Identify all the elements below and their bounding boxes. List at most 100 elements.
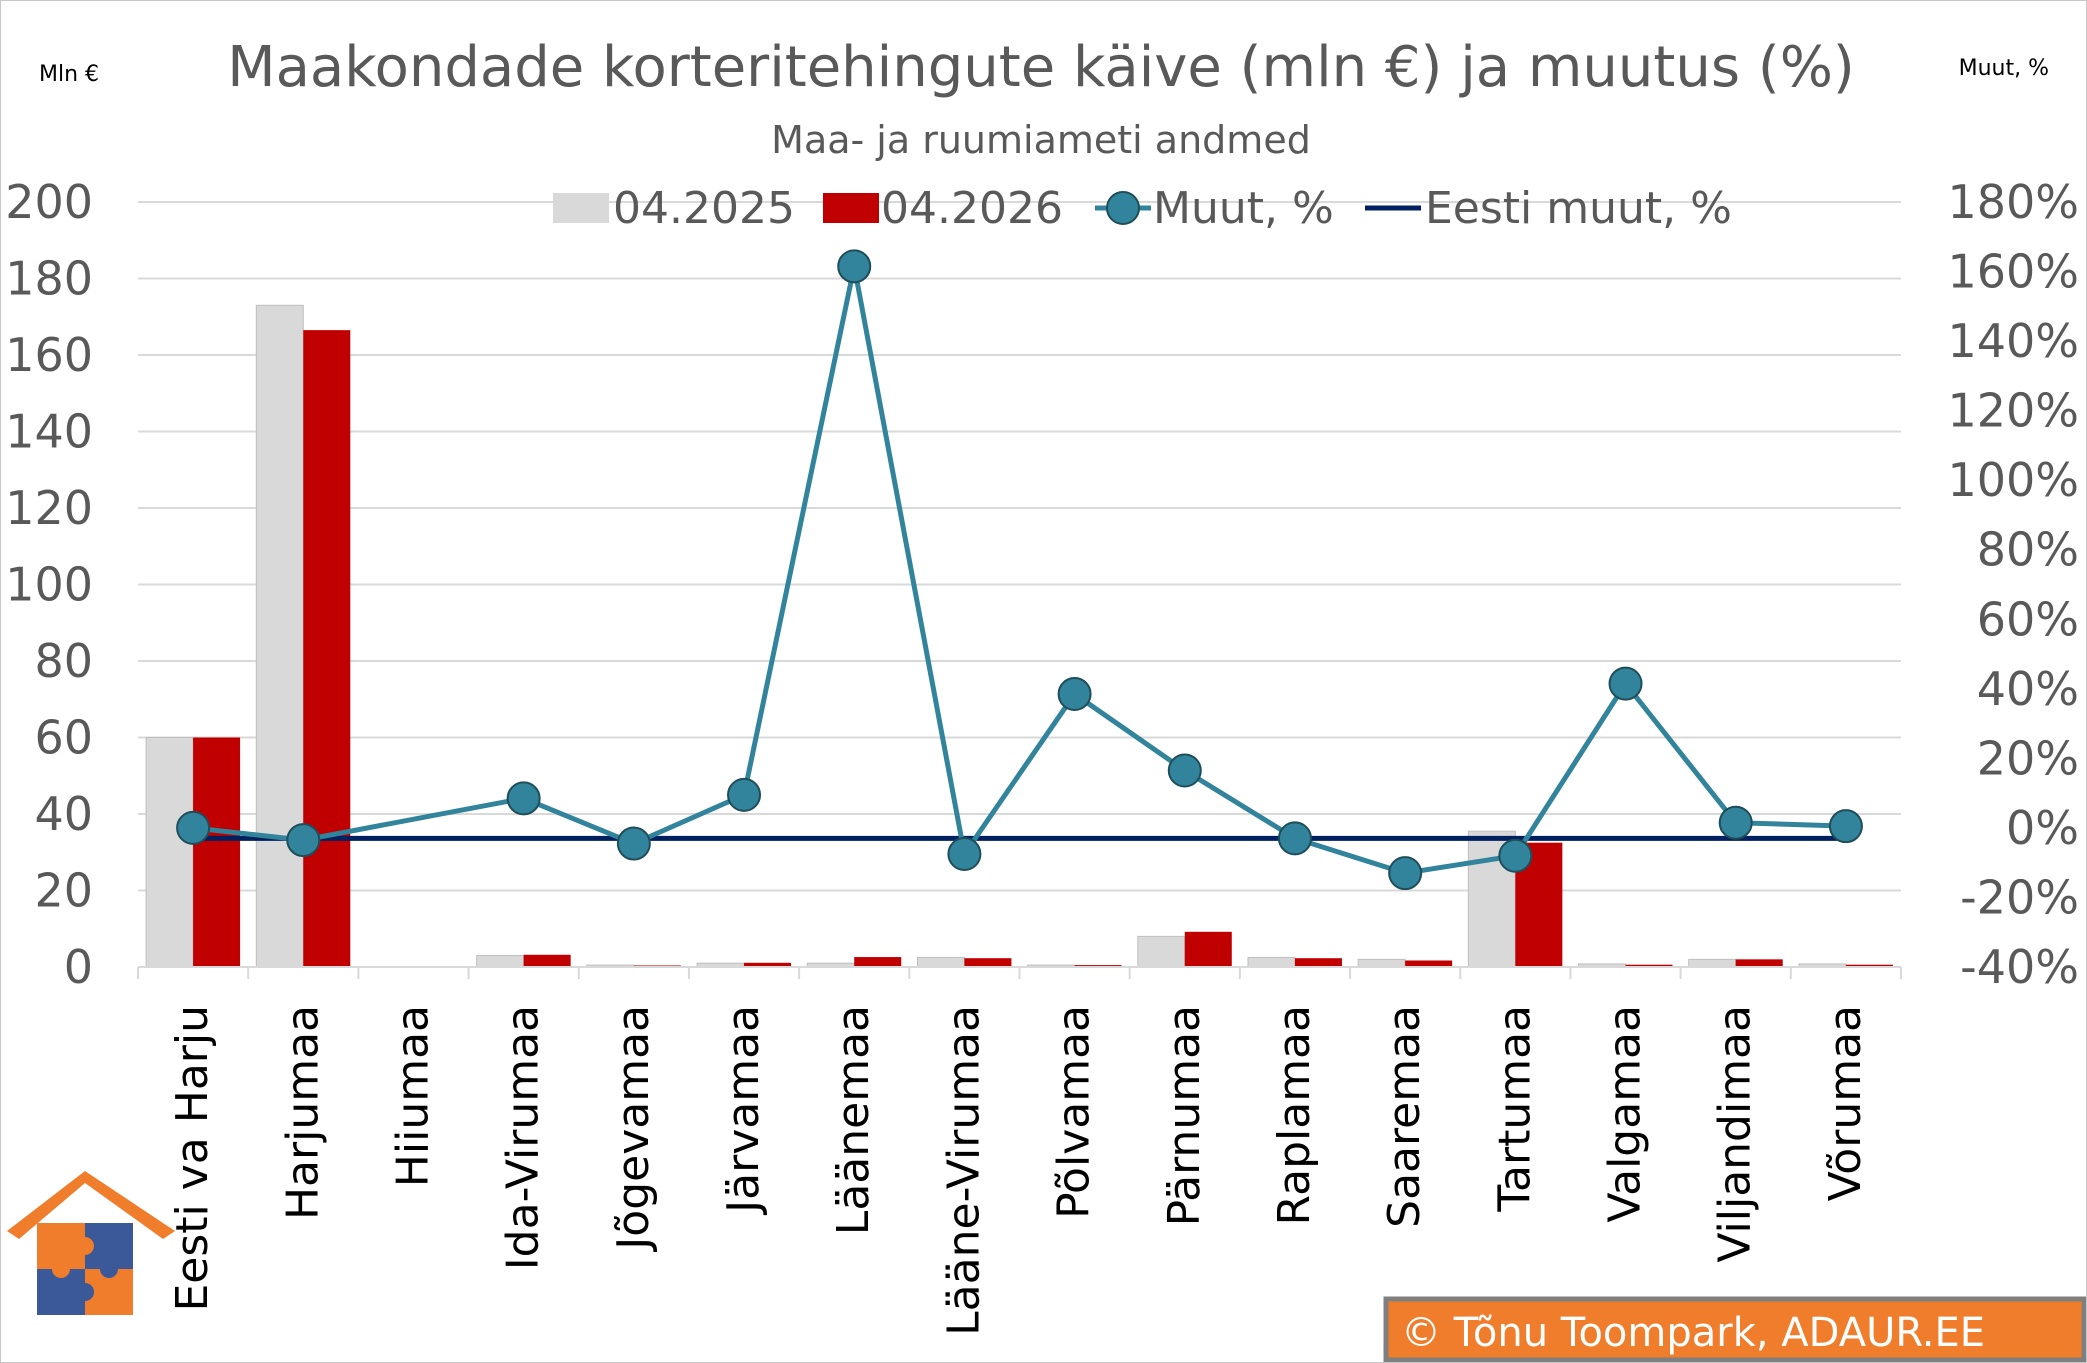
bar-04-2026: [854, 957, 902, 967]
right-tick-label: 100%: [1947, 453, 2079, 507]
bar-04-2026: [964, 958, 1012, 967]
right-tick-label: -40%: [1960, 940, 2079, 994]
credit-box: © Tõnu Toompark, ADAUR.EE: [1383, 1296, 2086, 1362]
category-label: Eesti va Harju: [167, 1005, 218, 1312]
bar-04-2025: [1688, 958, 1737, 968]
left-tick-label: 60: [34, 711, 93, 765]
left-tick-label: 80: [34, 634, 93, 688]
chart-title: Maakondade korteritehingute käive (mln €…: [227, 35, 1855, 100]
left-tick-label: 140: [5, 405, 93, 459]
bar-04-2026: [1735, 959, 1783, 967]
logo-roof: [7, 1171, 175, 1239]
left-tick-label: 200: [5, 175, 93, 229]
bar-04-2026: [1184, 931, 1232, 967]
marker-muut: [286, 823, 321, 858]
logo-knob-3: [52, 1260, 70, 1278]
right-tick-label: 40%: [1977, 662, 2079, 716]
gridlines: [138, 201, 1901, 892]
left-axis-ticks: 0 20 40 60 80 100 120 140 160 180 200: [5, 175, 93, 994]
marker-muut: [616, 826, 651, 861]
bar-04-2025: [255, 304, 304, 968]
category-labels: Eesti va Harju Harjumaa Hiiumaa Ida-Virumaa…: [167, 1005, 1871, 1336]
left-tick-label: 0: [64, 940, 93, 994]
bar-04-2025: [916, 956, 965, 968]
category-label: Viljandimaa: [1710, 1005, 1761, 1263]
marker-muut: [727, 777, 762, 812]
right-tick-label: -20%: [1960, 870, 2079, 924]
category-label: Pärnumaa: [1159, 1005, 1210, 1226]
category-label: Saaremaa: [1379, 1005, 1430, 1228]
category-label: Tartumaa: [1489, 1005, 1540, 1213]
marker-muut: [176, 810, 211, 845]
category-label: Lääne-Virumaa: [938, 1005, 989, 1336]
marker-muut: [1167, 753, 1202, 788]
left-tick-label: 100: [5, 558, 93, 612]
legend-label-muut: Muut, %: [1153, 183, 1334, 234]
line-muut: [192, 265, 1846, 876]
marker-muut: [1277, 821, 1312, 856]
bar-04-2025: [1357, 958, 1406, 968]
credit-background: [1383, 1296, 2086, 1362]
right-tick-label: 0%: [2006, 801, 2079, 855]
logo-knob-1: [76, 1237, 94, 1255]
bar-04-2026: [1845, 964, 1893, 967]
logo-knob-4: [76, 1283, 94, 1301]
left-tick-label: 20: [34, 864, 93, 918]
legend-swatch-2025: [553, 193, 609, 223]
right-tick-label: 20%: [1977, 731, 2079, 785]
category-label: Võrumaa: [1820, 1005, 1871, 1201]
right-axis-unit-label: Muut, %: [1959, 56, 2049, 81]
bar-04-2025: [1137, 935, 1186, 968]
left-tick-label: 180: [5, 252, 93, 306]
left-tick-label: 40: [34, 787, 93, 841]
bar-04-2026: [193, 737, 241, 967]
right-axis-ticks: -40% -20% 0% 20% 40% 60% 80% 100% 120% 140% 160% 18…: [1947, 175, 2079, 994]
left-tick-label: 120: [5, 481, 93, 535]
category-label: Põlvamaa: [1049, 1005, 1100, 1219]
right-tick-label: 60%: [1977, 592, 2079, 646]
bar-04-2026: [1625, 964, 1673, 967]
left-tick-label: 160: [5, 328, 93, 382]
logo: [7, 1171, 175, 1315]
bar-04-2026: [1294, 958, 1342, 967]
lines: [176, 249, 1863, 891]
bars: [145, 304, 1893, 968]
marker-muut: [1057, 677, 1092, 712]
marker-muut: [1718, 805, 1753, 840]
legend-swatch-2026: [823, 193, 879, 223]
right-tick-label: 80%: [1977, 523, 2079, 577]
category-label: Jõgevamaa: [608, 1005, 659, 1253]
legend-label-eesti: Eesti muut, %: [1425, 183, 1732, 234]
right-tick-label: 180%: [1947, 175, 2079, 229]
marker-muut: [1388, 856, 1423, 891]
right-tick-label: 160%: [1947, 245, 2079, 299]
bar-04-2025: [476, 955, 525, 968]
legend-label-2026: 04.2026: [881, 183, 1063, 234]
bar-04-2025: [145, 737, 194, 968]
credit-text: © Tõnu Toompark, ADAUR.EE: [1401, 1310, 1985, 1356]
category-label: Hiiumaa: [387, 1005, 438, 1187]
bar-04-2026: [1405, 960, 1453, 967]
marker-muut: [1498, 838, 1533, 873]
marker-muut: [1608, 666, 1643, 701]
category-label: Ida-Virumaa: [498, 1005, 549, 1270]
marker-muut: [837, 249, 872, 284]
marker-muut: [1828, 809, 1863, 844]
right-tick-label: 120%: [1947, 384, 2079, 438]
x-axis: [137, 966, 1902, 979]
right-tick-label: 140%: [1947, 314, 2079, 368]
chart-subtitle: Maa- ja ruumiameti andmed: [771, 118, 1311, 162]
category-label: Harjumaa: [277, 1005, 328, 1220]
category-label: Läänemaa: [828, 1005, 879, 1235]
category-label: Valgamaa: [1600, 1005, 1651, 1223]
category-label: Raplamaa: [1269, 1005, 1320, 1225]
marker-muut: [506, 781, 541, 816]
legend-marker-muut: [1106, 191, 1140, 225]
legend-label-2025: 04.2025: [613, 183, 795, 234]
left-axis-unit-label: Mln €: [39, 62, 99, 87]
marker-muut: [947, 836, 982, 871]
bar-04-2026: [303, 330, 351, 967]
bar-04-2026: [744, 962, 792, 967]
